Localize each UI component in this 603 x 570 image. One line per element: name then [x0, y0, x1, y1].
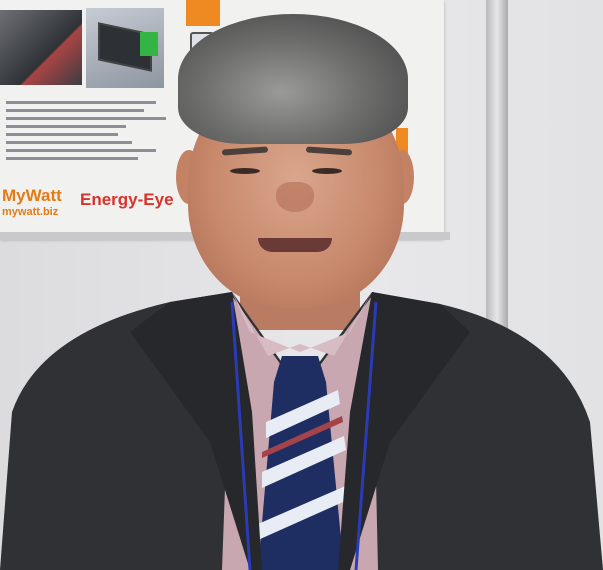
mouth [258, 238, 332, 252]
eye-left [230, 168, 260, 174]
poster-equipment-photo [0, 10, 82, 85]
poster-device-accent [140, 32, 158, 56]
hair [178, 14, 408, 144]
eye-right [312, 168, 342, 174]
poster-text-lines [0, 96, 190, 160]
tie-stripe-3 [258, 484, 352, 540]
poster-orange-block [186, 0, 220, 26]
lapel-left [130, 292, 262, 570]
collar [232, 292, 372, 356]
tie-stripe-4 [262, 416, 343, 458]
booth-pillar [486, 0, 508, 340]
nose [276, 182, 314, 212]
suit [0, 292, 603, 570]
poster-product-name: Energy-Eye [80, 190, 174, 209]
tie-stripe-1 [266, 390, 340, 438]
poster-brand: MyWatt [2, 186, 62, 205]
poster-brand-url: mywatt.biz [2, 206, 59, 218]
lanyard-right [354, 301, 378, 570]
lanyard-left [230, 301, 252, 570]
tie-stripe-2 [262, 436, 346, 488]
